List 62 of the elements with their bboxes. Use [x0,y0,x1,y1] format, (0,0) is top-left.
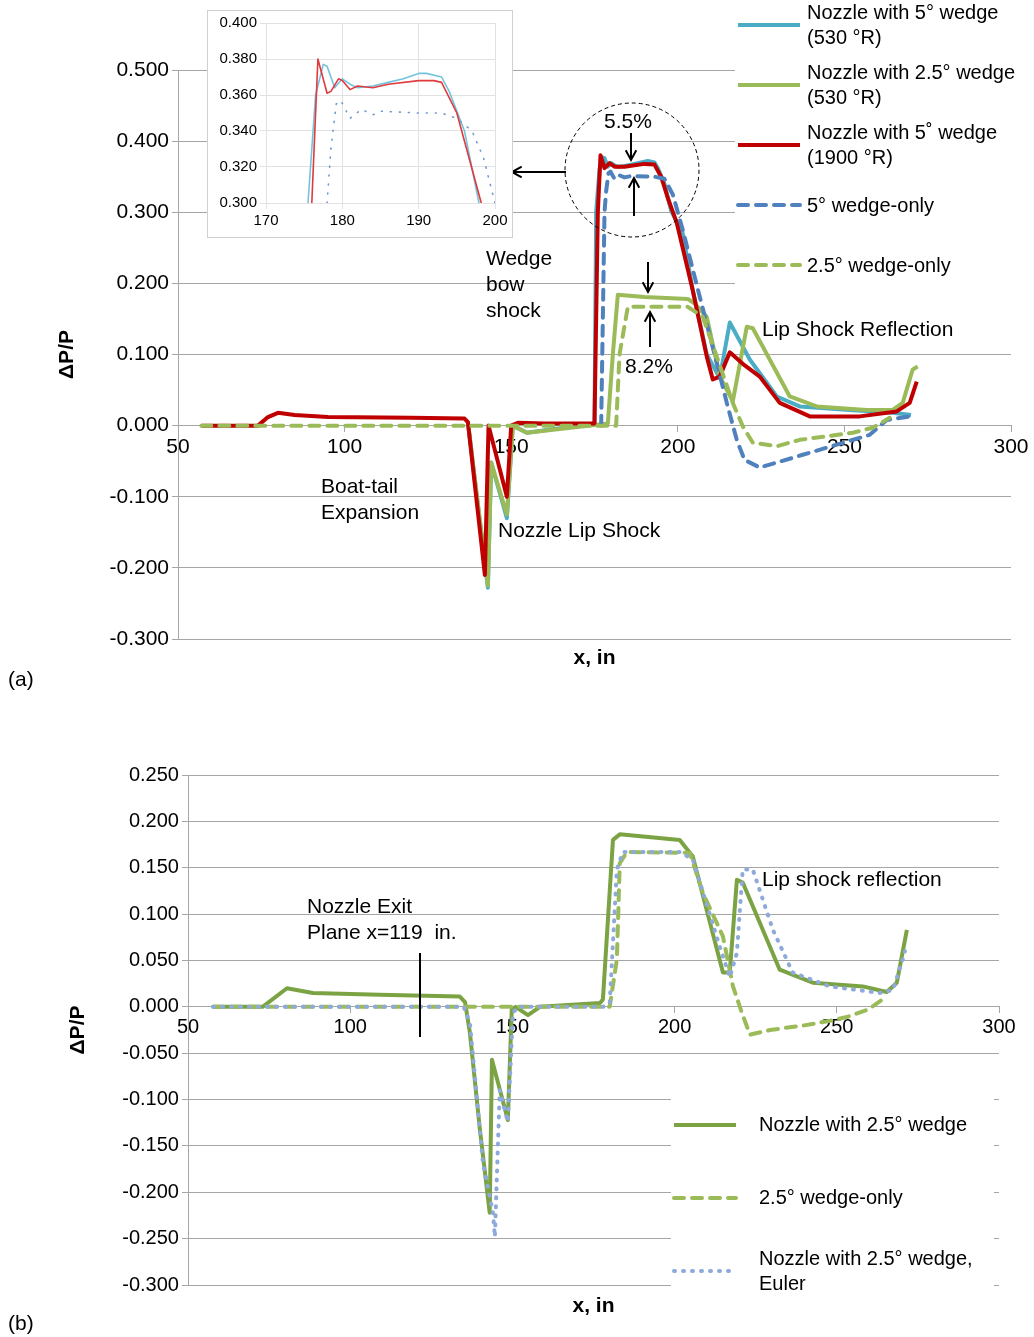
y-tick-label: -0.300 [109,625,169,649]
x-tick-label: 200 [657,1015,692,1038]
y-tick-label: 0.150 [128,855,179,878]
x-tick-label: 300 [993,434,1029,458]
y-tick-label: 0.000 [128,994,179,1017]
y-tick-label: 0.100 [128,901,179,924]
y-tick-label: 0.250 [128,762,179,785]
y-tick-label: 0.400 [219,13,257,31]
y-axis-title: ΔP/P [54,330,78,379]
y-tick-label: 0.300 [219,193,257,211]
x-tick-label: 300 [982,1015,1016,1038]
annotation: Lip shock reflection [762,866,942,892]
text: (b) [8,1310,34,1336]
legend-label: Nozzle with 5° wedge (530 °R) [807,0,1000,50]
x-tick-label: 100 [333,1015,367,1038]
annotation: 8.2% [625,353,673,379]
x-tick-label: 200 [660,434,696,458]
y-tick-label: -0.200 [122,1179,179,1202]
y-tick-label: -0.250 [122,1226,179,1249]
annotation: 5.5% [604,108,652,134]
y-tick-label: -0.050 [122,1040,179,1063]
y-tick-label: -0.100 [122,1087,179,1110]
text: (a) [8,666,34,692]
legend-label: Nozzle with 2.5° wedge [759,1112,969,1137]
y-tick-label: 0.050 [128,947,179,970]
x-axis-title: x, in [571,1293,616,1317]
y-tick-label: 0.340 [219,121,257,139]
y-tick-label: 0.300 [116,199,169,223]
annotation: Nozzle Exit Plane x=119 in. [307,893,457,945]
annotation: Wedge bow shock [486,245,553,323]
x-tick-label: 50 [166,434,190,458]
y-tick-label: -0.150 [122,1133,179,1156]
legend-label: 2.5° wedge-only [807,252,952,278]
x-tick-label: 50 [176,1015,200,1038]
y-tick-label: -0.100 [109,483,169,507]
annotation: Boat-tail Expansion [321,473,420,525]
y-tick-label: 0.320 [219,157,257,175]
line-series [326,99,495,203]
x-tick-label: 170 [253,211,279,229]
y-tick-label: 0.100 [116,341,169,365]
y-tick-label: 0.380 [219,49,257,67]
x-tick-label: 190 [406,211,432,229]
y-tick-label: -0.200 [109,554,169,578]
y-tick-label: 0.360 [219,85,257,103]
legend-label: Nozzle with 2.5° wedge (530 °R) [807,60,1017,110]
x-axis-title: x, in [572,645,617,669]
annotation: Lip Shock Reflection [762,316,954,342]
legend-label: Nozzle with 2.5° wedge, Euler [759,1245,974,1296]
y-tick-label: 0.500 [116,56,169,80]
y-tick-label: 0.000 [116,412,169,436]
y-tick-label: 0.200 [116,270,169,294]
annotation: Nozzle Lip Shock [498,517,661,543]
legend-label: Nozzle with 5˚ wedge (1900 °R) [807,120,999,170]
x-tick-label: 200 [482,211,508,229]
y-tick-label: 0.400 [116,127,169,151]
x-tick-label: 180 [329,211,355,229]
legend-label: 2.5° wedge-only [759,1185,904,1210]
y-tick-label: -0.300 [122,1272,179,1295]
y-tick-label: 0.200 [128,808,179,831]
y-axis-title: ΔP/P [65,1005,89,1055]
x-tick-label: 100 [327,434,363,458]
legend-label: 5° wedge-only [807,192,935,218]
